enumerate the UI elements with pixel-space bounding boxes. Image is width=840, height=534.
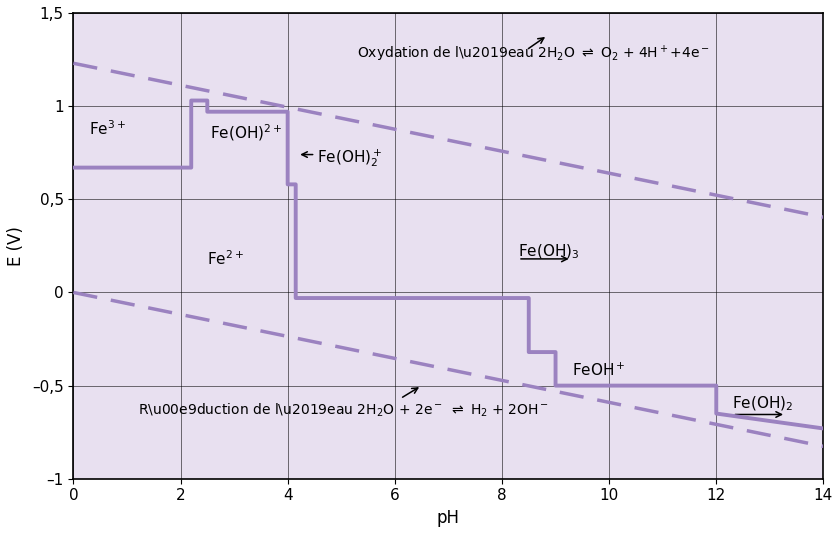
Text: Fe$^{2+}$: Fe$^{2+}$: [207, 249, 244, 268]
Text: Oxydation de l\u2019eau 2H$_2$O $\rightleftharpoons$ O$_2$ + 4H$^+$+4e$^-$: Oxydation de l\u2019eau 2H$_2$O $\rightl…: [357, 44, 711, 64]
Text: Fe(OH)$^{2+}$: Fe(OH)$^{2+}$: [210, 122, 282, 143]
Text: FeOH$^+$: FeOH$^+$: [572, 362, 625, 379]
Text: Fe(OH)$_2$: Fe(OH)$_2$: [732, 395, 794, 413]
Y-axis label: E (V): E (V): [7, 226, 25, 266]
Text: Fe(OH)$_3$: Fe(OH)$_3$: [518, 242, 580, 261]
Text: Fe(OH)$_2^+$: Fe(OH)$_2^+$: [318, 147, 383, 169]
X-axis label: pH: pH: [437, 509, 459, 527]
Text: Fe$^{3+}$: Fe$^{3+}$: [89, 119, 126, 138]
Text: R\u00e9duction de l\u2019eau 2H$_2$O + 2e$^-$ $\rightleftharpoons$ H$_2$ + 2OH$^: R\u00e9duction de l\u2019eau 2H$_2$O + 2…: [138, 402, 549, 420]
